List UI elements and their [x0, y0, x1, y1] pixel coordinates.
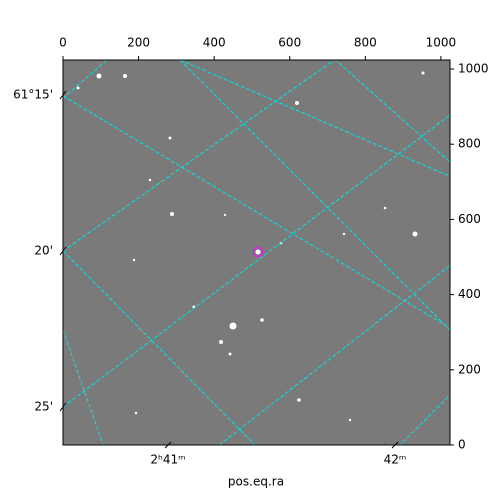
- target-marker: [252, 246, 264, 258]
- x-tick-label: 1000: [426, 36, 457, 50]
- x-tick-label: 0: [59, 36, 67, 50]
- y-tick-label: 0: [458, 438, 466, 452]
- ra-tick-label: 2ʰ41ᵐ: [150, 453, 185, 467]
- coordinate-grid: [63, 60, 450, 445]
- x-tick-label: 200: [127, 36, 150, 50]
- dec-tick: [59, 246, 67, 256]
- dec-tick-label: 61°15': [13, 88, 53, 102]
- dec-tick-label: 20': [34, 244, 53, 258]
- y-tick-label: 600: [458, 212, 481, 226]
- y-tick-label: 800: [458, 137, 481, 151]
- ra-tick-label: 42ᵐ: [384, 453, 407, 467]
- dec-tick: [59, 402, 67, 412]
- ra-tick: [164, 441, 172, 449]
- y-tick-label: 1000: [458, 62, 489, 76]
- x-tick-label: 600: [278, 36, 301, 50]
- y-tick-label: 200: [458, 362, 481, 376]
- x-tick-label: 800: [354, 36, 377, 50]
- dec-tick: [59, 90, 67, 100]
- plot-frame: [62, 59, 451, 446]
- x-tick-label: 400: [203, 36, 226, 50]
- dec-tick-label: 25': [34, 400, 53, 414]
- y-tick-label: 400: [458, 287, 481, 301]
- x-axis-label: pos.eq.ra: [228, 475, 284, 489]
- ra-tick: [391, 441, 399, 449]
